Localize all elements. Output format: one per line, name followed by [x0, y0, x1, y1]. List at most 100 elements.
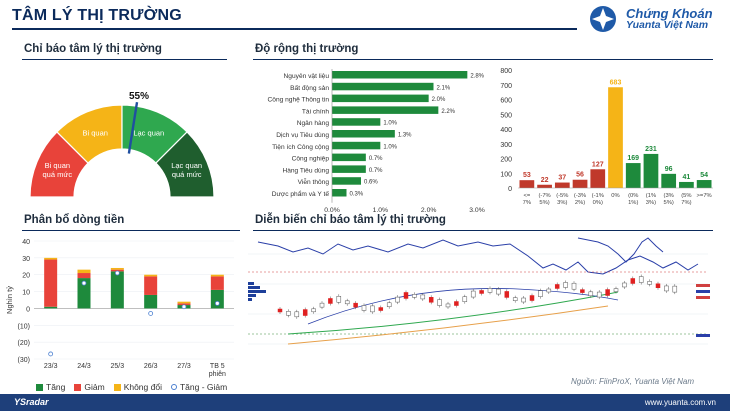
candle-body	[571, 282, 577, 290]
histogram-x-tick: (-7% 5%)	[538, 193, 550, 206]
candle-body	[563, 282, 568, 288]
histogram-x-tick: (5% 7%)	[681, 193, 691, 206]
sector-tick-label: 1.0%	[373, 207, 389, 214]
sector-bar	[332, 165, 366, 173]
flow-y-tick: 0	[26, 306, 30, 313]
sector-value-label: 2.8%	[470, 74, 484, 80]
candle-body	[529, 295, 535, 301]
history-grid	[248, 253, 708, 345]
section-rule	[22, 59, 227, 60]
money-flow-legend: Tăng Giảm Không đổi Tăng - Giảm	[36, 382, 227, 392]
candle-body	[336, 296, 342, 303]
flow-y-tick: 30	[22, 256, 30, 263]
sentiment-line	[257, 239, 699, 275]
histogram-bar	[608, 87, 623, 188]
flow-net-marker	[81, 280, 87, 286]
candle-body	[386, 302, 392, 308]
flow-bar-segment	[177, 303, 191, 306]
histogram-bar	[554, 182, 570, 188]
sector-label: Nguyên vật liệu	[284, 73, 330, 80]
candle-body	[647, 281, 652, 285]
sector-tick-label: 3.0%	[469, 207, 485, 214]
histogram-value-label: 96	[665, 166, 673, 173]
candle-body	[546, 288, 552, 293]
flow-bar-segment	[144, 276, 158, 295]
histogram-value-label: 54	[700, 172, 708, 179]
flow-y-tick: (30)	[18, 357, 30, 364]
sector-value-label: 2.1%	[437, 85, 451, 91]
candle-body	[403, 292, 409, 299]
candle-body	[638, 276, 644, 283]
sector-bar	[332, 153, 366, 162]
histogram-value-label: 127	[592, 161, 604, 168]
histogram-y-tick: 100	[500, 171, 512, 178]
histogram-y-tick: 0	[508, 186, 512, 193]
sector-label: Tiện ích Công cộng	[272, 144, 329, 151]
histogram-x-tick: (3% 5%)	[664, 193, 674, 206]
candle-body	[655, 283, 661, 289]
candle-body	[470, 290, 476, 298]
flow-x-tick: TB 5 phiên	[209, 363, 226, 378]
histogram-y-tick: 700	[500, 83, 512, 90]
histogram-value-label: 41	[683, 174, 691, 181]
flow-bar-segment	[44, 306, 58, 309]
footer-url[interactable]: www.yuanta.com.vn	[644, 398, 716, 407]
price-line	[577, 237, 664, 263]
candle-body	[361, 305, 367, 311]
histogram-value-label: 56	[576, 172, 584, 179]
gauge-segment-label: Bi quan	[82, 128, 107, 137]
gauge-segment-label: Lạc quan quá mức	[171, 161, 202, 179]
sector-value-label: 0.7%	[369, 168, 383, 174]
histogram-bar	[572, 179, 588, 188]
sector-value-label: 0.7%	[369, 156, 383, 162]
flow-y-tick: (20)	[18, 340, 30, 347]
flow-bar-segment	[210, 274, 224, 277]
flow-y-label: Nghìn tỷ	[6, 286, 14, 314]
candle-body	[445, 303, 451, 308]
flow-net-marker	[214, 300, 220, 306]
candle-body	[672, 285, 678, 293]
histogram-y-tick: 600	[500, 98, 512, 105]
legend-item: Giảm	[74, 382, 105, 392]
candle-body	[454, 301, 459, 306]
section-title-sentiment: Chỉ báo tâm lý thị trường	[24, 43, 162, 55]
gauge-value-label: 55%	[129, 91, 149, 102]
candle-body	[286, 311, 291, 316]
candle-body	[294, 311, 300, 318]
flow-bar-segment	[177, 301, 191, 304]
sector-bar	[332, 82, 434, 91]
legend-item: Tăng	[36, 382, 65, 392]
candle-body	[277, 308, 283, 313]
candle-body	[538, 290, 543, 297]
flow-y-tick: 20	[22, 273, 30, 280]
flow-bar-segment	[44, 259, 58, 307]
flow-x-tick: 26/3	[144, 363, 158, 370]
candle-body	[328, 298, 333, 304]
flow-x-tick: 27/3	[177, 363, 191, 370]
brand-line2: Yuanta Việt Nam	[626, 19, 709, 31]
volume-profile	[248, 282, 266, 301]
flow-y-tick: (10)	[18, 323, 30, 330]
sector-bar	[332, 71, 468, 79]
sector-value-label: 0.6%	[364, 180, 378, 186]
candle-body	[319, 302, 325, 308]
candle-body	[596, 291, 602, 298]
candle-body	[395, 296, 400, 303]
title-rule	[12, 28, 577, 30]
gauge-segment-label: Lạc quan	[133, 128, 164, 137]
sector-tick-label: 2.0%	[421, 207, 437, 214]
sentiment-gauge: Bi quan quá mức Bi quan Lạc quan Lạc quan quá…	[29, 91, 215, 198]
histogram-bar	[537, 184, 552, 188]
histogram-bar	[696, 180, 712, 188]
sector-label: Dịch vụ Tiêu dùng	[276, 132, 329, 139]
sector-bar	[332, 141, 381, 150]
histogram-x-tick: <= 7%	[523, 193, 531, 206]
yuanta-logo: Chứng Khoán Yuanta Việt Nam	[588, 4, 728, 36]
price-axis-tags	[696, 284, 710, 337]
sector-label: Hàng Tiêu dùng	[282, 167, 329, 174]
histogram-y-tick: 500	[500, 112, 512, 119]
flow-y-tick: 10	[22, 290, 30, 297]
price-change-histogram: 0 100 200 300 400 500 600 700 800 53 <= 7% 22 (-7% 5%)…	[500, 68, 713, 206]
candle-body	[588, 291, 594, 297]
sector-bar	[332, 106, 439, 114]
